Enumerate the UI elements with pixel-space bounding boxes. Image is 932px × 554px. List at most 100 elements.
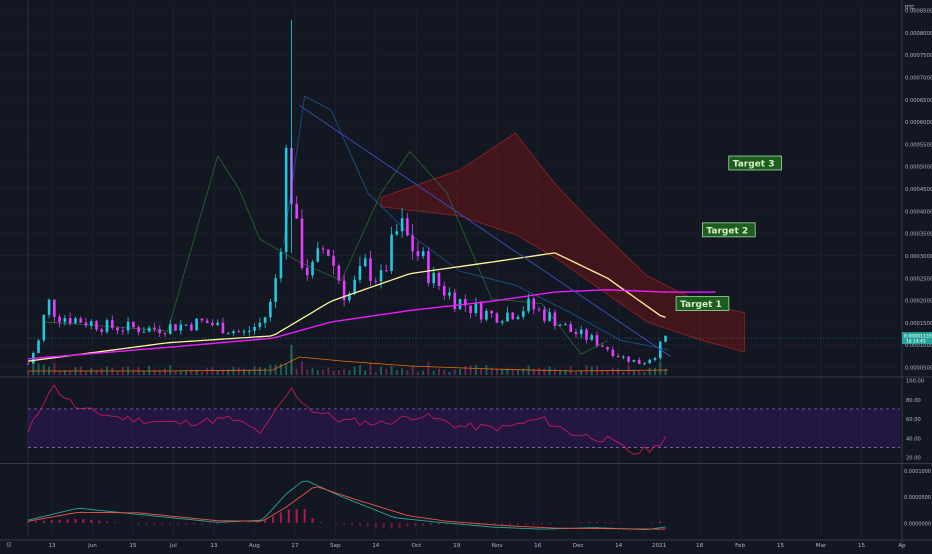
candle-body[interactable] <box>432 273 435 283</box>
candle-body[interactable] <box>185 325 188 326</box>
candle-body[interactable] <box>411 235 414 251</box>
candle-body[interactable] <box>137 327 140 332</box>
candle-body[interactable] <box>48 300 51 315</box>
candle-body[interactable] <box>506 313 509 322</box>
candle-body[interactable] <box>406 218 409 235</box>
candle-body[interactable] <box>580 330 583 335</box>
candle-body[interactable] <box>164 333 167 334</box>
candle-body[interactable] <box>143 332 146 333</box>
candle-body[interactable] <box>364 258 367 266</box>
candle-body[interactable] <box>517 317 520 319</box>
candle-body[interactable] <box>243 331 246 332</box>
candle-body[interactable] <box>627 356 630 361</box>
candle-body[interactable] <box>338 266 341 281</box>
candle-body[interactable] <box>374 281 377 282</box>
candle-body[interactable] <box>569 324 572 332</box>
candle-body[interactable] <box>169 324 172 334</box>
candle-body[interactable] <box>306 268 309 275</box>
candle-body[interactable] <box>69 318 72 323</box>
candle-body[interactable] <box>90 321 93 325</box>
candle-body[interactable] <box>469 306 472 314</box>
candle-body[interactable] <box>301 219 304 268</box>
candle-body[interactable] <box>554 312 557 326</box>
candle-body[interactable] <box>575 332 578 334</box>
candle-body[interactable] <box>264 317 267 323</box>
candle-body[interactable] <box>485 311 488 320</box>
candle-body[interactable] <box>248 331 251 332</box>
candle-body[interactable] <box>396 231 399 234</box>
candle-body[interactable] <box>622 356 625 357</box>
candle-body[interactable] <box>480 303 483 320</box>
candle-body[interactable] <box>211 323 214 325</box>
candle-body[interactable] <box>79 318 82 322</box>
candle-body[interactable] <box>316 248 319 261</box>
candle-body[interactable] <box>638 360 641 364</box>
candle-body[interactable] <box>222 323 225 334</box>
candle-body[interactable] <box>253 327 256 331</box>
candle-body[interactable] <box>153 328 156 330</box>
candle-body[interactable] <box>422 251 425 256</box>
candle-body[interactable] <box>37 340 40 353</box>
candle-body[interactable] <box>332 256 335 266</box>
candle-body[interactable] <box>596 335 599 345</box>
candle-body[interactable] <box>111 320 114 328</box>
candle-body[interactable] <box>174 324 177 330</box>
candle-body[interactable] <box>401 218 404 231</box>
candle-body[interactable] <box>390 234 393 270</box>
candle-body[interactable] <box>274 278 277 302</box>
candle-body[interactable] <box>74 318 77 323</box>
candle-body[interactable] <box>64 318 67 322</box>
candle-body[interactable] <box>438 273 441 286</box>
candle-body[interactable] <box>295 204 298 219</box>
candle-body[interactable] <box>85 323 88 326</box>
candle-body[interactable] <box>427 251 430 283</box>
candle-body[interactable] <box>559 325 562 326</box>
candle-body[interactable] <box>654 358 657 360</box>
candle-body[interactable] <box>538 309 541 310</box>
candle-body[interactable] <box>285 148 288 252</box>
signal-line[interactable] <box>28 487 666 529</box>
candle-body[interactable] <box>612 350 615 356</box>
candle-body[interactable] <box>190 325 193 331</box>
settings-icon[interactable]: ⚙ <box>4 540 14 550</box>
candle-body[interactable] <box>43 315 46 341</box>
candle-body[interactable] <box>116 328 119 331</box>
candle-body[interactable] <box>259 323 262 327</box>
candle-body[interactable] <box>490 311 493 314</box>
candle-body[interactable] <box>206 320 209 323</box>
candle-body[interactable] <box>359 266 362 280</box>
candle-body[interactable] <box>606 347 609 350</box>
candle-body[interactable] <box>664 336 667 342</box>
candle-body[interactable] <box>448 293 451 296</box>
candle-body[interactable] <box>617 356 620 357</box>
candle-body[interactable] <box>475 303 478 313</box>
candle-body[interactable] <box>280 252 283 278</box>
candle-body[interactable] <box>311 262 314 276</box>
candle-body[interactable] <box>496 313 499 322</box>
candle-body[interactable] <box>453 293 456 310</box>
candle-body[interactable] <box>417 251 420 256</box>
candle-body[interactable] <box>648 360 651 364</box>
candle-body[interactable] <box>179 325 182 331</box>
candle-body[interactable] <box>122 330 125 331</box>
candle-body[interactable] <box>127 322 130 331</box>
candle-body[interactable] <box>543 309 546 320</box>
candle-body[interactable] <box>511 313 514 319</box>
candle-body[interactable] <box>633 360 636 362</box>
candle-body[interactable] <box>269 302 272 317</box>
candle-body[interactable] <box>533 299 536 310</box>
candle-body[interactable] <box>227 333 230 334</box>
candle-body[interactable] <box>380 270 383 281</box>
candle-body[interactable] <box>385 270 388 271</box>
candle-body[interactable] <box>106 320 109 332</box>
macd-line[interactable] <box>28 481 666 530</box>
candle-body[interactable] <box>27 363 30 364</box>
candle-body[interactable] <box>564 324 567 325</box>
candle-body[interactable] <box>237 331 240 332</box>
candle-body[interactable] <box>232 331 235 333</box>
candle-body[interactable] <box>216 323 219 325</box>
candle-body[interactable] <box>327 250 330 256</box>
candle-body[interactable] <box>95 321 98 329</box>
candle-body[interactable] <box>643 363 646 364</box>
